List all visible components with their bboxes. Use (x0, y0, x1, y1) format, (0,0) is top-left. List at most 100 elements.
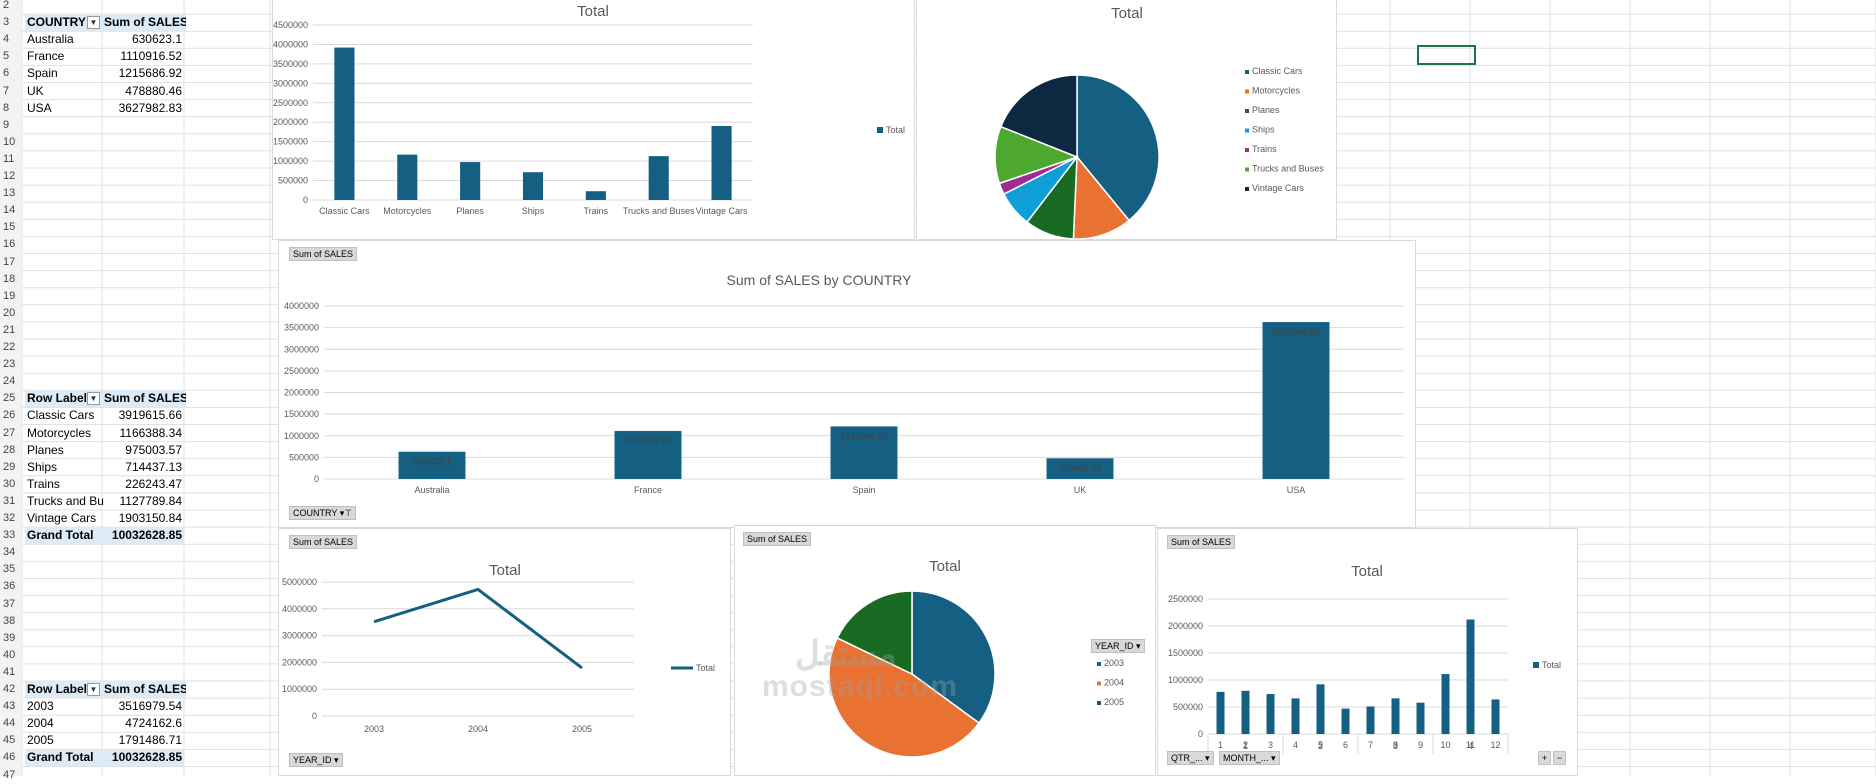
product-bar-chart[interactable]: Total 4500000 4000000 3500000 3000000 2500000… (272, 0, 915, 240)
bar (1046, 458, 1114, 479)
row-number[interactable]: 41 (3, 665, 16, 678)
row-number[interactable]: 44 (3, 717, 16, 730)
year-id-field-button[interactable]: YEAR_ID ▾ (289, 753, 343, 767)
row-number[interactable]: 35 (3, 563, 16, 576)
row-number[interactable]: 33 (3, 529, 16, 542)
row-number[interactable]: 40 (3, 648, 16, 661)
row-number[interactable]: 9 (3, 118, 10, 131)
bar (711, 125, 732, 200)
row-number[interactable]: 5 (3, 50, 10, 63)
filter-icon[interactable]: ▼ (87, 16, 100, 30)
row-number[interactable]: 18 (3, 272, 16, 285)
product-pivot-row-label: Motorcycles (27, 425, 92, 440)
x-tick-label: Classic Cars (319, 206, 370, 216)
legend-label: Classic Cars (1252, 66, 1303, 76)
row-number[interactable]: 16 (3, 238, 16, 251)
row-number[interactable]: 30 (3, 477, 16, 490)
country-bar-chart[interactable]: Sum of SALES by COUNTRY 4000000 3500000 300… (278, 240, 1416, 528)
legend-label: Ships (1252, 125, 1275, 135)
pie-slice (911, 590, 996, 725)
chevron-down-icon[interactable]: ▼ (87, 683, 100, 696)
row-number[interactable]: 12 (3, 170, 16, 182)
row-number[interactable]: 15 (3, 221, 16, 234)
chart-title: Total (1351, 563, 1383, 580)
row-number[interactable]: 28 (3, 443, 16, 456)
x-tick-label: Trains (584, 206, 609, 216)
expand-button[interactable]: + (1538, 751, 1551, 765)
month-field-button[interactable]: MONTH_... ▾ (1219, 751, 1280, 765)
row-number[interactable]: 2 (3, 0, 10, 11)
data-label: 478880.46 (1059, 463, 1102, 473)
row-number[interactable]: 4 (3, 33, 10, 46)
row-number[interactable]: 6 (3, 67, 10, 80)
row-number[interactable]: 39 (3, 631, 16, 644)
legend-label: Trucks and Buses (1252, 164, 1324, 174)
year-id-field-button[interactable]: YEAR_ID ▾ (1091, 639, 1145, 653)
row-number[interactable]: 3 (3, 16, 10, 29)
row-number[interactable]: 11 (3, 152, 15, 165)
country-pivot-row-value: 1215686.92 (118, 66, 182, 81)
row-number[interactable]: 20 (3, 306, 16, 319)
legend-label: Total (886, 125, 905, 135)
sum-of-sales-field-button[interactable]: Sum of SALES (289, 247, 358, 261)
product-pie-chart[interactable]: Total Classic Cars Motorcycles Planes Ships T… (916, 0, 1337, 240)
y-tick-label: 4000000 (284, 301, 319, 311)
year-pie-chart-svg: Total 2003 2004 2005 (828, 558, 1124, 758)
bar (1491, 699, 1500, 734)
row-number[interactable]: 47 (3, 768, 16, 781)
sum-of-sales-field-button[interactable]: Sum of SALES (289, 535, 358, 549)
selected-cell[interactable] (1417, 45, 1476, 65)
pie-slice (999, 74, 1078, 159)
y-tick-label: 0 (303, 195, 308, 205)
row-number[interactable]: 45 (3, 734, 16, 747)
product-pivot-row-label: Planes (27, 442, 64, 457)
x-tick-label: USA (1287, 485, 1306, 495)
product-bar-chart-svg: Total 4500000 4000000 3500000 3000000 2500000… (273, 3, 905, 216)
chevron-down-icon[interactable]: ▼ (87, 392, 100, 406)
year-line-chart[interactable]: Total 5000000 4000000 3000000 2000000 1000000… (278, 528, 731, 776)
qtr-field-label: QTR_... (1171, 753, 1203, 763)
row-number[interactable]: 14 (3, 204, 16, 217)
row-number[interactable]: 13 (3, 187, 16, 200)
row-number[interactable]: 36 (3, 580, 16, 593)
bar (1441, 674, 1450, 734)
row-number[interactable]: 46 (3, 751, 16, 764)
row-number[interactable]: 37 (3, 597, 16, 610)
row-number[interactable]: 25 (3, 392, 16, 405)
month-bar-chart[interactable]: Total 2500000 2000000 1500000 1000000 500000 0… (1157, 528, 1578, 776)
qtr-field-button[interactable]: QTR_... ▾ (1167, 751, 1214, 765)
legend-label: Total (696, 663, 715, 673)
row-number[interactable]: 17 (3, 255, 16, 268)
row-number[interactable]: 10 (3, 135, 16, 148)
bar (1216, 691, 1225, 734)
row-number[interactable]: 24 (3, 375, 16, 388)
collapse-button[interactable]: − (1553, 751, 1566, 765)
row-number[interactable]: 43 (3, 700, 16, 713)
y-tick-label: 3000000 (284, 344, 319, 354)
year-pivot-grand-total-label: Grand Total (25, 749, 104, 767)
row-number[interactable]: 32 (3, 512, 16, 524)
country-field-button[interactable]: COUNTRY ▾⊤ (289, 506, 357, 520)
year-pie-chart[interactable]: Total 2003 2004 2005 Sum of SALES YEAR_ID ▾ (734, 525, 1156, 776)
sum-of-sales-field-button[interactable]: Sum of SALES (743, 532, 812, 546)
legend-swatch (1245, 128, 1249, 133)
row-number[interactable]: 38 (3, 614, 16, 627)
row-number[interactable]: 7 (3, 84, 10, 97)
row-number[interactable]: 22 (3, 341, 16, 353)
month-bar-chart-svg: Total 2500000 2000000 1500000 1000000 500000 0… (1168, 563, 1561, 754)
row-number[interactable]: 19 (3, 289, 16, 302)
y-tick-label: 2500000 (1168, 594, 1203, 604)
country-pivot-row-value: 630623.1 (131, 32, 182, 47)
row-number[interactable]: 42 (3, 683, 16, 695)
row-number[interactable]: 21 (3, 323, 16, 336)
row-number[interactable]: 27 (3, 426, 16, 439)
row-number[interactable]: 31 (3, 494, 16, 507)
row-number[interactable]: 23 (3, 358, 16, 371)
row-number[interactable]: 34 (3, 546, 16, 559)
sum-of-sales-field-button[interactable]: Sum of SALES (1167, 535, 1236, 549)
row-number[interactable]: 29 (3, 460, 16, 473)
row-number[interactable]: 8 (3, 101, 10, 114)
row-number[interactable]: 26 (3, 409, 16, 422)
y-tick-label: 2000000 (273, 117, 308, 127)
chart-title: Total (929, 558, 961, 575)
